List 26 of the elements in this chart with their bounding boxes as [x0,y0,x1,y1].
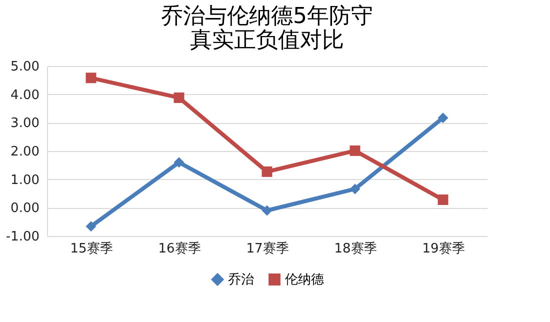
x-tick-label: 16赛季 [158,240,201,256]
legend-label: 伦纳德 [285,272,324,288]
y-tick-label: 3.00 [10,116,40,132]
y-tick-label: 2.00 [10,144,40,160]
point [262,166,272,177]
point [174,157,184,168]
point [438,112,448,124]
text: 乔治与伦纳德5年防守 [161,4,373,29]
text: 真实正负值对比 [190,28,344,53]
x-tick-label: 19赛季 [422,240,465,256]
point [350,184,360,194]
x-tick-label: 17赛季 [246,240,289,256]
y-tick-label: 4.00 [10,88,40,103]
point [86,72,96,84]
point [174,92,184,103]
y-tick-label: 1.00 [10,172,40,188]
point [262,205,272,216]
point [438,194,448,205]
legend-label: 乔治 [228,272,254,288]
y-tick-label: -1.00 [6,230,40,244]
x-tick-label: 15赛季 [70,240,113,256]
x-tick-label: 18赛季 [334,240,377,256]
point [350,145,360,156]
y-tick-label: 0.00 [10,201,40,216]
point [86,221,96,232]
y-tick-label: 5.00 [10,60,40,74]
